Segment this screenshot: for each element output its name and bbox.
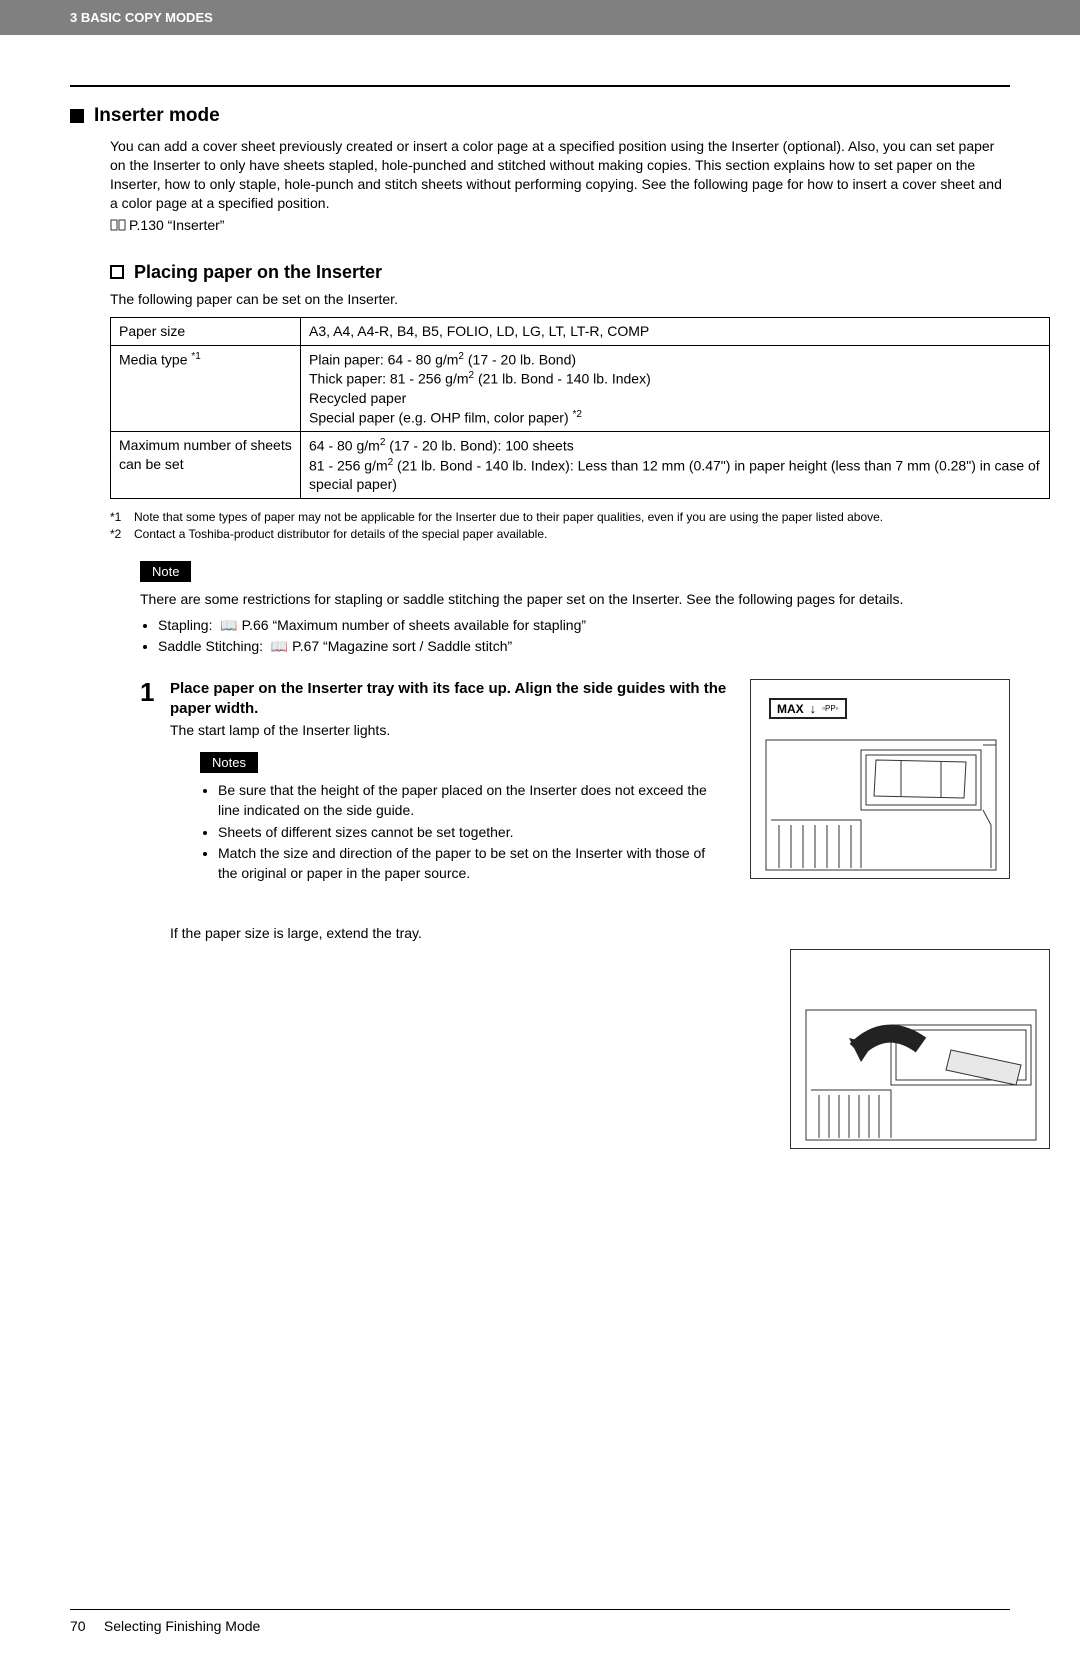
step-1: 1 Place paper on the Inserter tray with …: [140, 679, 1010, 885]
table-row: Maximum number of sheets can be set64 - …: [111, 432, 1050, 499]
page-reference: P.130 “Inserter”: [110, 217, 1010, 234]
table-row: Media type *1Plain paper: 64 - 80 g/m2 (…: [111, 345, 1050, 432]
inserter-illustration-2: [790, 949, 1050, 1149]
list-item: Match the size and direction of the pape…: [218, 844, 720, 883]
footnote: *2Contact a Toshiba-product distributor …: [110, 526, 1010, 543]
step-title: Place paper on the Inserter tray with it…: [170, 679, 730, 718]
inserter-illustration-1: MAX ↓ ▫PP▫: [750, 679, 1010, 879]
note-list: Stapling: 📖 P.66 “Maximum number of shee…: [158, 615, 1010, 657]
page-content: Inserter mode You can add a cover sheet …: [0, 35, 1080, 1179]
step-notes-list: Be sure that the height of the paper pla…: [218, 781, 730, 883]
footer-title: Selecting Finishing Mode: [104, 1618, 260, 1634]
hollow-square-icon: [110, 265, 124, 279]
horizontal-rule: [70, 85, 1010, 87]
list-item: Sheets of different sizes cannot be set …: [218, 823, 720, 843]
table-value: Plain paper: 64 - 80 g/m2 (17 - 20 lb. B…: [301, 345, 1050, 432]
table-row: Paper sizeA3, A4, A4-R, B4, B5, FOLIO, L…: [111, 317, 1050, 345]
spec-table: Paper sizeA3, A4, A4-R, B4, B5, FOLIO, L…: [110, 317, 1050, 499]
subsection-intro: The following paper can be set on the In…: [110, 291, 1010, 307]
max-label: MAX: [777, 702, 804, 716]
subsection-heading-row: Placing paper on the Inserter: [110, 262, 1010, 283]
page-footer: 70 Selecting Finishing Mode: [0, 1610, 1080, 1654]
down-arrow-icon: ↓: [810, 701, 817, 716]
book-icon: [110, 218, 126, 234]
note-body: There are some restrictions for stapling…: [140, 590, 1010, 610]
section-intro: You can add a cover sheet previously cre…: [110, 137, 1010, 213]
step-description: The start lamp of the Inserter lights.: [170, 722, 730, 738]
table-key: Maximum number of sheets can be set: [111, 432, 301, 499]
table-key: Paper size: [111, 317, 301, 345]
filled-square-icon: [70, 109, 84, 123]
notes-badge: Notes: [200, 752, 258, 773]
chapter-text: 3 BASIC COPY MODES: [70, 10, 213, 25]
list-item: Saddle Stitching: 📖 P.67 “Magazine sort …: [158, 636, 1010, 657]
reference-text: P.130 “Inserter”: [129, 217, 224, 233]
max-height-badge: MAX ↓ ▫PP▫: [769, 698, 847, 719]
section-heading-row: Inserter mode: [70, 105, 1010, 127]
list-item: Stapling: 📖 P.66 “Maximum number of shee…: [158, 615, 1010, 636]
note-badge: Note: [140, 561, 191, 582]
tray-extend-note: If the paper size is large, extend the t…: [170, 925, 1010, 941]
section-title: Inserter mode: [94, 105, 220, 127]
footnote: *1Note that some types of paper may not …: [110, 509, 1010, 526]
table-value: A3, A4, A4-R, B4, B5, FOLIO, LD, LG, LT,…: [301, 317, 1050, 345]
table-value: 64 - 80 g/m2 (17 - 20 lb. Bond): 100 she…: [301, 432, 1050, 499]
table-footnotes: *1Note that some types of paper may not …: [110, 509, 1010, 543]
subsection-title: Placing paper on the Inserter: [134, 262, 382, 283]
step-text-column: Place paper on the Inserter tray with it…: [170, 679, 750, 885]
paper-icon-label: ▫PP▫: [822, 704, 838, 713]
chapter-header: 3 BASIC COPY MODES: [0, 0, 1080, 35]
list-item: Be sure that the height of the paper pla…: [218, 781, 720, 820]
table-key: Media type *1: [111, 345, 301, 432]
printer-extend-line-art: [791, 950, 1051, 1150]
step-number: 1: [140, 679, 170, 885]
page-number: 70: [70, 1618, 100, 1634]
